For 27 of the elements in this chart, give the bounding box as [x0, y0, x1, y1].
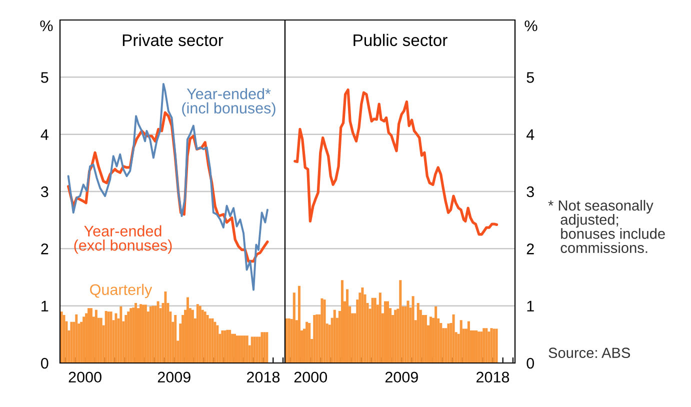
y-tick-label: 5 [41, 72, 48, 83]
y-tick-label: 3 [526, 186, 534, 198]
y-tick-label: 2 [526, 244, 534, 254]
x-tick-label: 2009 [158, 372, 190, 383]
x-tick-label: 2018 [476, 372, 510, 383]
text: Public sector [354, 34, 448, 46]
y-tick-label: 4 [40, 129, 48, 140]
y-tick-label: 5 [526, 72, 534, 83]
source-note: Source: ABS [548, 348, 630, 358]
series-label: Year-ended* (incl bonuses) [182, 88, 276, 117]
x-tick-label: 2000 [294, 372, 327, 383]
y-axis-title: % [524, 20, 538, 32]
x-tick-label: 2018 [247, 372, 280, 383]
y-tick-label: 2 [41, 244, 48, 254]
y-tick-label: 0 [40, 358, 48, 369]
series-label: Quarterly [90, 284, 152, 298]
y-tick-label: 0 [526, 358, 534, 369]
series-label: Year-ended (excl bonuses) [74, 225, 172, 254]
y-tick-label: 1 [527, 300, 534, 312]
y-tick-label: 1 [42, 300, 48, 312]
text: Private sector [122, 34, 224, 46]
x-tick-label: 2000 [68, 372, 102, 383]
y-axis-title: % [40, 20, 53, 32]
x-tick-label: 2009 [385, 372, 418, 383]
y-tick-label: 4 [526, 129, 534, 140]
y-tick-label: 3 [40, 186, 48, 198]
text: * Not seasonally adjusted; bonuses include commissions. [548, 200, 665, 254]
